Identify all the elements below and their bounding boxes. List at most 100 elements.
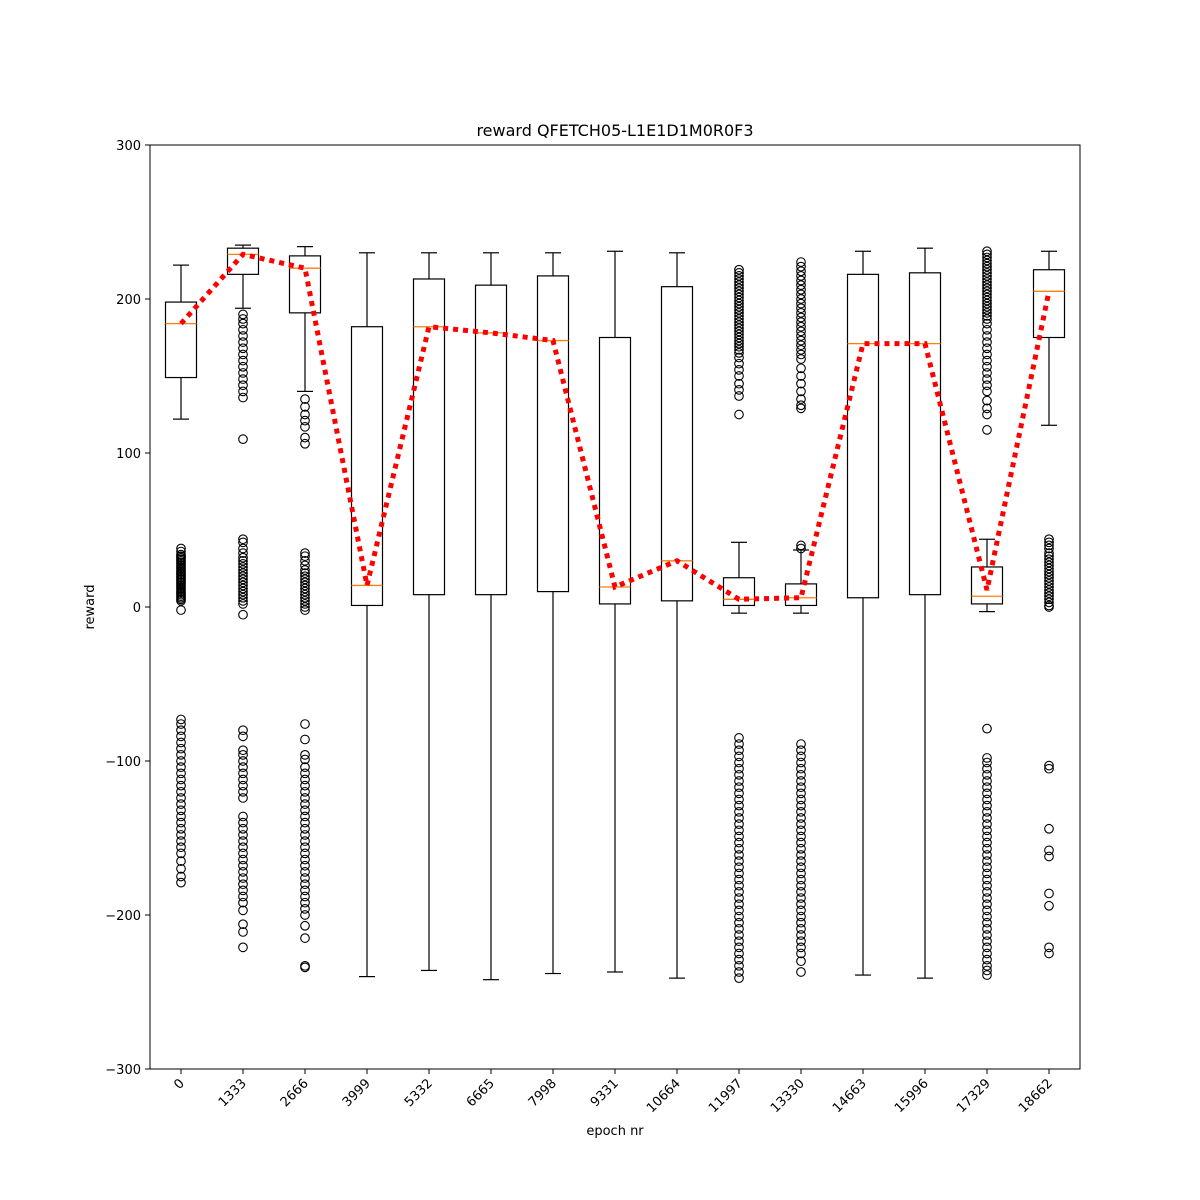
outlier-point bbox=[176, 871, 186, 882]
outlier-point bbox=[300, 438, 310, 449]
outlier-point bbox=[1044, 763, 1054, 774]
x-tick-label: 18662 bbox=[1016, 1076, 1056, 1116]
outlier-point bbox=[734, 806, 744, 817]
outlier-point bbox=[796, 905, 806, 916]
box-iqr bbox=[1032, 269, 1066, 339]
y-axis: −300 −200 −100 0 100 200 300 bbox=[105, 139, 150, 1078]
outlier-point bbox=[796, 363, 806, 374]
outlier-point bbox=[300, 401, 310, 412]
outlier-point bbox=[982, 893, 992, 903]
outlier-point bbox=[238, 817, 248, 828]
outlier-point bbox=[300, 555, 310, 566]
outlier-point bbox=[238, 927, 248, 937]
outlier-point bbox=[176, 546, 186, 557]
outlier-point bbox=[796, 837, 806, 848]
outlier-point bbox=[1044, 591, 1054, 602]
outlier-point bbox=[176, 848, 186, 859]
outlier-point bbox=[1044, 582, 1054, 592]
outlier-point bbox=[982, 246, 992, 257]
outlier-point bbox=[982, 794, 992, 805]
outlier-point bbox=[796, 850, 806, 860]
outlier-point bbox=[796, 862, 806, 873]
outlier-point bbox=[982, 856, 992, 866]
outlier-point bbox=[796, 936, 806, 947]
outlier-point bbox=[300, 409, 310, 420]
outlier-point bbox=[238, 309, 248, 320]
outlier-point bbox=[300, 577, 310, 588]
outlier-point bbox=[982, 819, 992, 829]
outlier-point bbox=[238, 885, 248, 896]
outlier-point bbox=[982, 942, 992, 953]
outlier-point bbox=[176, 743, 186, 754]
outlier-point bbox=[300, 962, 310, 973]
outlier-point bbox=[1044, 560, 1054, 571]
outlier-point bbox=[238, 537, 248, 548]
outlier-point bbox=[176, 725, 186, 736]
outlier-point bbox=[238, 543, 248, 554]
outlier-point bbox=[300, 602, 310, 612]
outlier-point bbox=[238, 793, 248, 803]
outlier-point bbox=[1044, 851, 1054, 862]
outlier-point bbox=[300, 860, 310, 871]
outlier-point bbox=[734, 843, 744, 854]
outlier-point bbox=[982, 800, 992, 811]
outlier-point bbox=[238, 392, 248, 403]
outlier-point bbox=[982, 318, 992, 329]
outlier-point bbox=[1044, 554, 1054, 565]
outlier-point bbox=[982, 753, 992, 763]
outlier-point bbox=[238, 583, 248, 594]
outlier-point bbox=[1044, 548, 1054, 558]
outlier-point bbox=[796, 924, 806, 934]
outlier-point bbox=[982, 965, 992, 976]
outlier-point bbox=[1044, 563, 1054, 574]
outlier-point bbox=[734, 905, 744, 916]
outlier-point bbox=[734, 788, 744, 799]
outlier-point bbox=[238, 568, 248, 578]
outlier-point bbox=[176, 793, 186, 803]
outlier-point bbox=[176, 780, 186, 791]
outlier-point bbox=[734, 911, 744, 922]
outlier-point bbox=[982, 770, 992, 780]
outlier-point bbox=[238, 780, 248, 791]
boxplot-14663 bbox=[846, 250, 880, 976]
median-trend-line bbox=[179, 251, 1052, 602]
outlier-point bbox=[1044, 551, 1054, 562]
box-iqr bbox=[722, 577, 756, 607]
outlier-point bbox=[734, 967, 744, 977]
outlier-point bbox=[734, 917, 744, 928]
outlier-point bbox=[796, 776, 806, 786]
outlier-point bbox=[300, 734, 310, 745]
boxplot-3999 bbox=[350, 252, 384, 978]
outlier-point bbox=[982, 258, 992, 269]
outlier-point bbox=[796, 312, 806, 323]
outlier-point bbox=[238, 830, 248, 840]
outlier-point bbox=[300, 867, 310, 877]
outlier-point bbox=[238, 595, 248, 606]
outlier-point bbox=[982, 298, 992, 309]
outlier-point bbox=[238, 380, 248, 391]
outlier-point bbox=[1044, 537, 1054, 548]
outlier-point bbox=[300, 799, 310, 809]
outlier-point bbox=[300, 823, 310, 834]
outlier-point bbox=[176, 799, 186, 809]
boxplot-2666 bbox=[288, 246, 322, 392]
outlier-point bbox=[796, 899, 806, 910]
outlier-point bbox=[796, 303, 806, 314]
outlier-point bbox=[300, 589, 310, 600]
outlier-point bbox=[238, 589, 248, 600]
outlier-point bbox=[734, 856, 744, 866]
outlier-point bbox=[176, 714, 186, 725]
outlier-point bbox=[982, 368, 992, 378]
box-iqr bbox=[350, 326, 384, 607]
outlier-point bbox=[734, 973, 744, 983]
outlier-point bbox=[982, 880, 992, 891]
outlier-point bbox=[176, 842, 186, 853]
outlier-point bbox=[982, 843, 992, 854]
x-tick-label: 3999 bbox=[340, 1076, 374, 1110]
outlier-point bbox=[734, 831, 744, 842]
box-iqr bbox=[908, 272, 942, 596]
outlier-point bbox=[1044, 900, 1054, 911]
outlier-point bbox=[734, 862, 744, 873]
outlier-point bbox=[1044, 534, 1054, 545]
outlier-point bbox=[176, 830, 186, 840]
